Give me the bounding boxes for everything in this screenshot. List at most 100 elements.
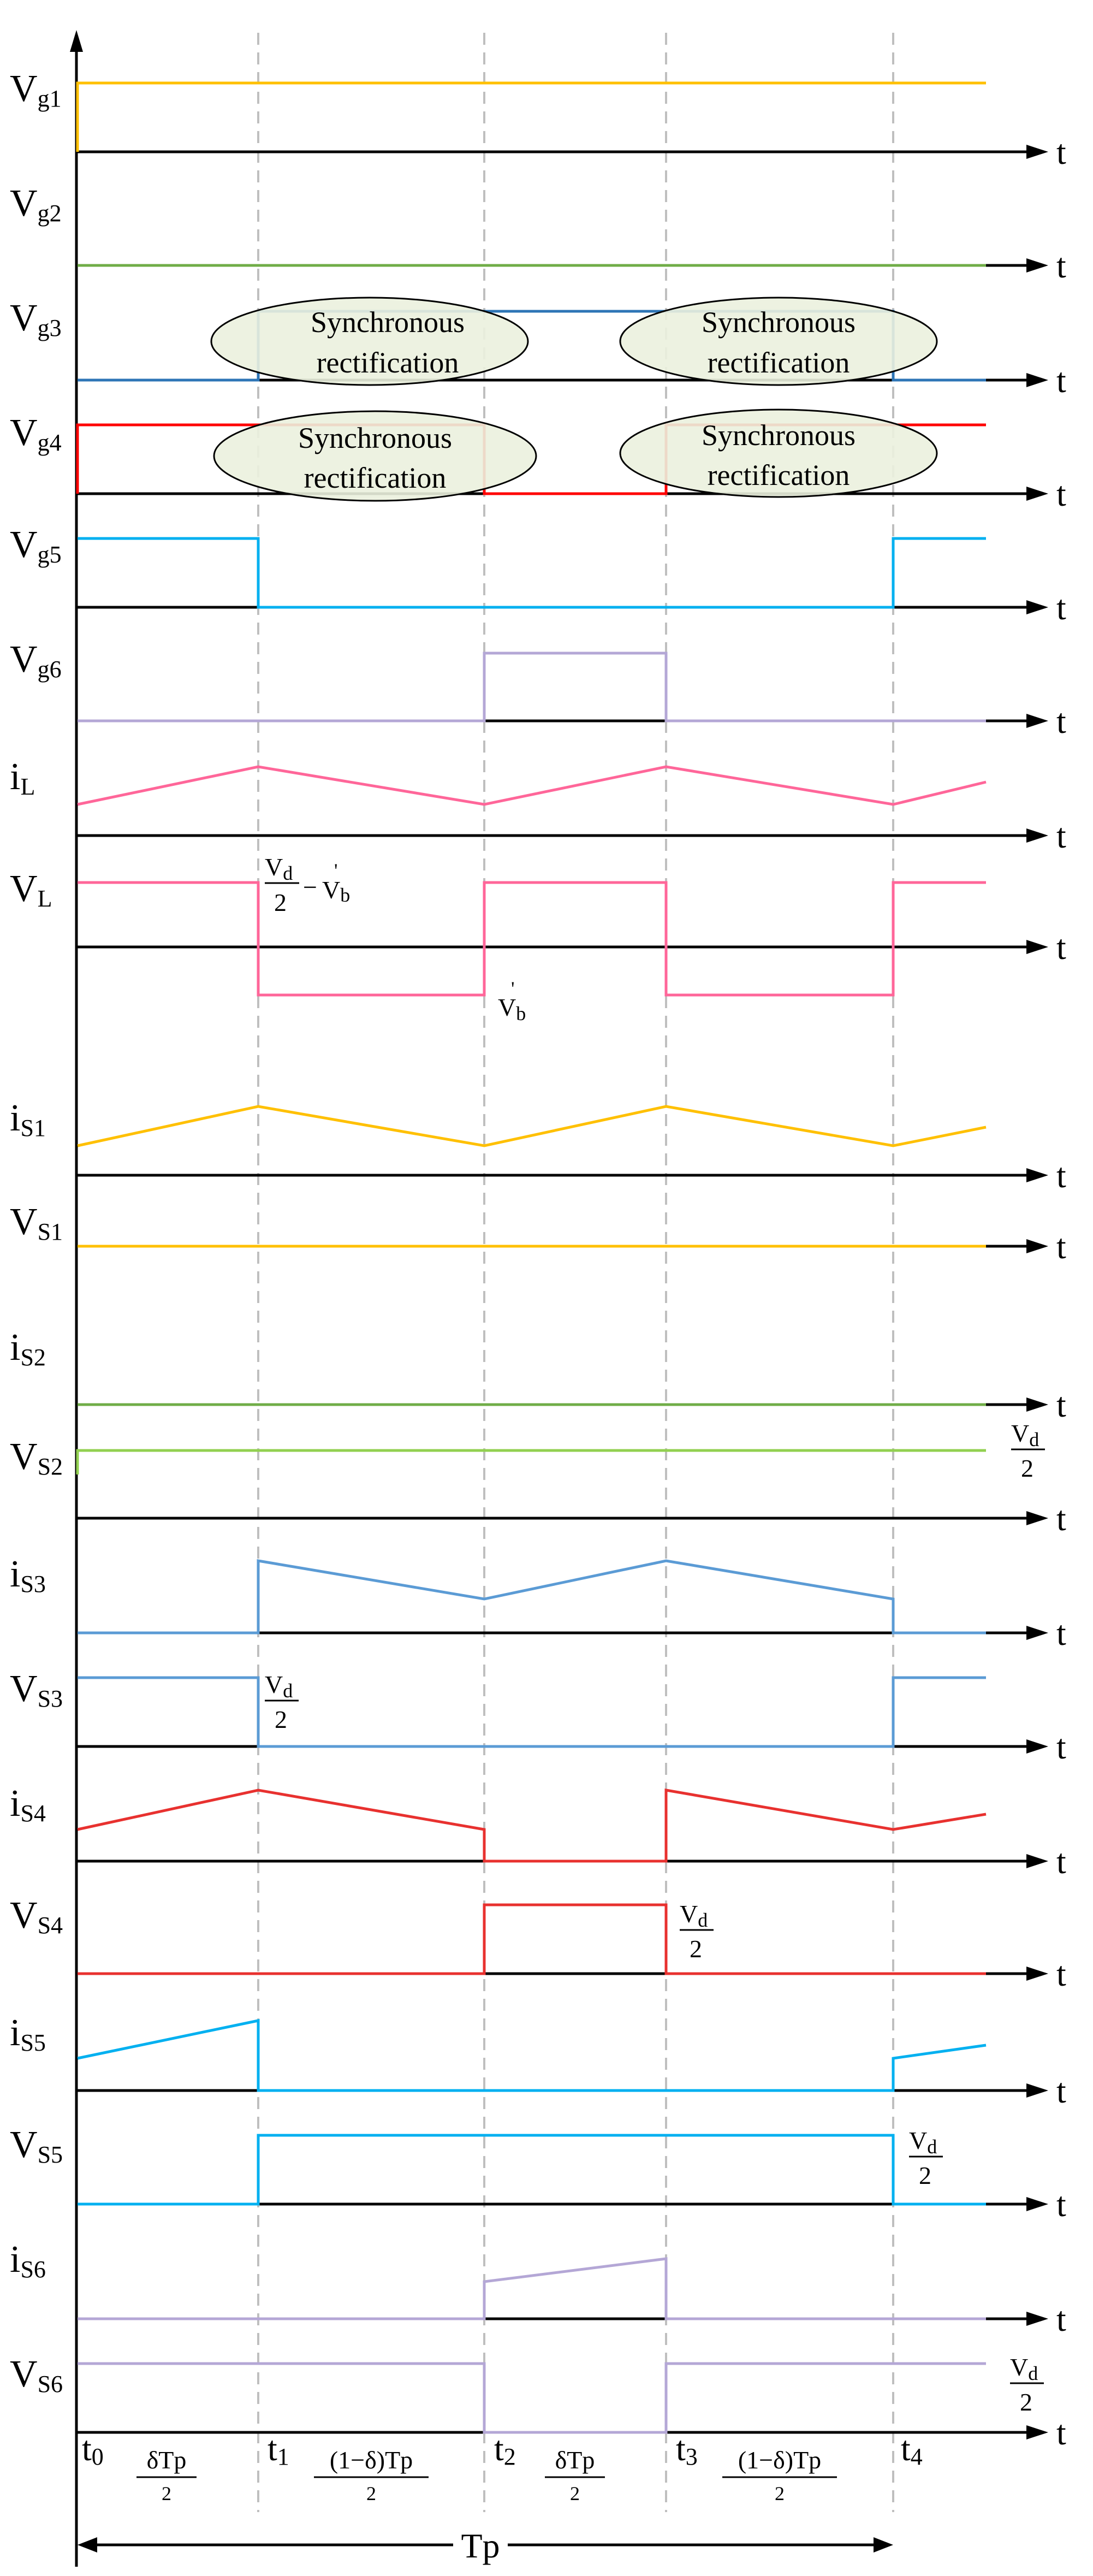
axis-t-label-vl: t (1056, 928, 1066, 967)
signal-label-vs2: VS2 (10, 1436, 63, 1480)
axis-t-label-vs6: t (1056, 2413, 1066, 2452)
svg-text:2: 2 (690, 1935, 702, 1963)
time-labels: t0 t1 t2 t3 t4 δTp 2 (1−δ)Tp 2 δTp 2 (1−δ)Tp 2 (82, 2429, 923, 2504)
vd-text: V (265, 853, 283, 881)
interval-label-4: (1−δ)Tp 2 (722, 2446, 837, 2504)
waveform-vg1 (76, 81, 986, 152)
svg-text:δTp: δTp (555, 2446, 595, 2474)
signal-label-vg3: Vg3 (10, 297, 62, 341)
axis-t-label-vs3: t (1056, 1727, 1066, 1766)
axis-arrow-vs6 (1026, 2425, 1048, 2439)
signal-label-is3: iS3 (10, 1553, 46, 1597)
svg-text:': ' (334, 860, 338, 881)
svg-text:Vd: Vd (1010, 2353, 1038, 2384)
axis-arrow-vs2 (1026, 1511, 1048, 1525)
axis-t-label-vs5: t (1056, 2185, 1066, 2224)
oval-2-line2: rectification (708, 346, 850, 379)
signal-label-vg4: Vg4 (10, 412, 62, 456)
vd-over-2-1: Vd 2 (1011, 1419, 1045, 1482)
signal-label-vg1: Vg1 (10, 68, 62, 112)
svg-text:2: 2 (162, 2483, 171, 2504)
signal-label-vs3: VS3 (10, 1668, 63, 1712)
waveform-vg6 (78, 652, 986, 723)
waveform-is5 (77, 2018, 987, 2092)
waveform-vs5 (78, 2134, 986, 2206)
oval-4-line2: rectification (708, 459, 850, 491)
axis-arrow-vs5 (1026, 2197, 1048, 2211)
svg-text:Vd: Vd (1011, 1419, 1039, 1450)
interval-label-2: (1−δ)Tp 2 (314, 2446, 429, 2504)
signal-label-is5: iS5 (10, 2012, 46, 2056)
vertical-axis-arrow (70, 30, 83, 52)
signal-label-il: iL (10, 756, 35, 800)
signal-label-vg5: Vg5 (10, 524, 62, 568)
signal-label-is2: iS2 (10, 1327, 46, 1371)
svg-text:Vb: Vb (322, 876, 350, 906)
oval-sync-rect-4: Synchronous rectification (619, 408, 938, 498)
svg-text:(1−δ)Tp: (1−δ)Tp (738, 2446, 821, 2474)
axis-arrow-vs4 (1026, 1967, 1048, 1981)
axis-t-label-vg4: t (1056, 475, 1066, 513)
axis-t-label-il: t (1056, 816, 1066, 855)
axis-arrow-vl (1026, 940, 1048, 954)
time-mark-t0: t0 (82, 2429, 104, 2470)
annotation-vl-low: Vb ' (498, 978, 526, 1025)
axis-arrow-is5 (1026, 2083, 1048, 2098)
axis-t-label-is3: t (1056, 1614, 1066, 1653)
oval-1-line2: rectification (317, 346, 459, 379)
waveform-il (77, 765, 987, 806)
axis-arrow-vg2 (1026, 258, 1048, 273)
interval-label-3: δTp 2 (545, 2446, 605, 2504)
time-mark-t3: t3 (676, 2429, 698, 2470)
waveform-is3 (78, 1559, 986, 1635)
axis-arrow-il (1026, 828, 1048, 843)
vd-over-2-5: Vd 2 (1010, 2353, 1044, 2416)
axis-arrow-is6 (1026, 2312, 1048, 2326)
signal-label-vs6: VS6 (10, 2353, 63, 2397)
oval-sync-rect-3: Synchronous rectification (213, 410, 537, 502)
waveform-is4 (77, 1789, 987, 1863)
interval-label-1: δTp 2 (136, 2446, 197, 2504)
waveform-is1 (77, 1105, 987, 1147)
svg-text:2: 2 (1021, 1454, 1033, 1482)
waveform-vs4 (78, 1903, 986, 1975)
axis-arrow-vs3 (1026, 1739, 1048, 1754)
vd-over-2-3: Vd 2 (680, 1900, 714, 1963)
svg-text:Vd: Vd (265, 853, 293, 884)
svg-text:Vd: Vd (680, 1900, 708, 1931)
time-gridlines (257, 33, 894, 2512)
axis-arrow-vg4 (1026, 487, 1048, 501)
axis-t-label-is4: t (1056, 1842, 1066, 1881)
oval-1-line1: Synchronous (311, 306, 465, 339)
svg-text:(1−δ)Tp: (1−δ)Tp (330, 2446, 413, 2474)
axis-arrow-is3 (1026, 1626, 1048, 1640)
period-span: Tp (78, 2524, 893, 2565)
signal-labels: Vg1 Vg2 Vg3 Vg4 Vg5 Vg6 iL VL iS1 VS1 iS2 VS2 iS3 VS3… (10, 68, 63, 2397)
oval-sync-rect-2: Synchronous rectification (619, 297, 938, 386)
waveform-vs3 (78, 1676, 986, 1748)
svg-text:': ' (511, 978, 515, 999)
axis-arrow-vg1 (1026, 145, 1048, 159)
axis-t-label-vs4: t (1056, 1955, 1066, 1993)
svg-text:2: 2 (775, 2483, 785, 2504)
axis-arrow-is2 (1026, 1397, 1048, 1412)
signal-label-vs5: VS5 (10, 2124, 63, 2168)
svg-text:Vd: Vd (909, 2127, 937, 2158)
svg-text:2: 2 (366, 2483, 376, 2504)
axis-t-label-vg6: t (1056, 702, 1066, 741)
axis-t-label-is6: t (1056, 2300, 1066, 2338)
vd-over-2-2: Vd 2 (265, 1671, 299, 1733)
oval-4-line1: Synchronous (702, 419, 856, 452)
waveform-vs6 (78, 2362, 986, 2434)
axis-t-label-is5: t (1056, 2071, 1066, 2110)
signal-label-vs1: VS1 (10, 1201, 63, 1245)
waveform-is6 (78, 2257, 986, 2320)
signal-label-vg2: Vg2 (10, 182, 62, 227)
svg-text:2: 2 (570, 2483, 580, 2504)
axis-t-label-vg1: t (1056, 133, 1066, 171)
oval-3-line2: rectification (304, 461, 447, 494)
svg-text:−: − (303, 873, 317, 901)
vd-over-2-4: Vd 2 (909, 2127, 943, 2189)
